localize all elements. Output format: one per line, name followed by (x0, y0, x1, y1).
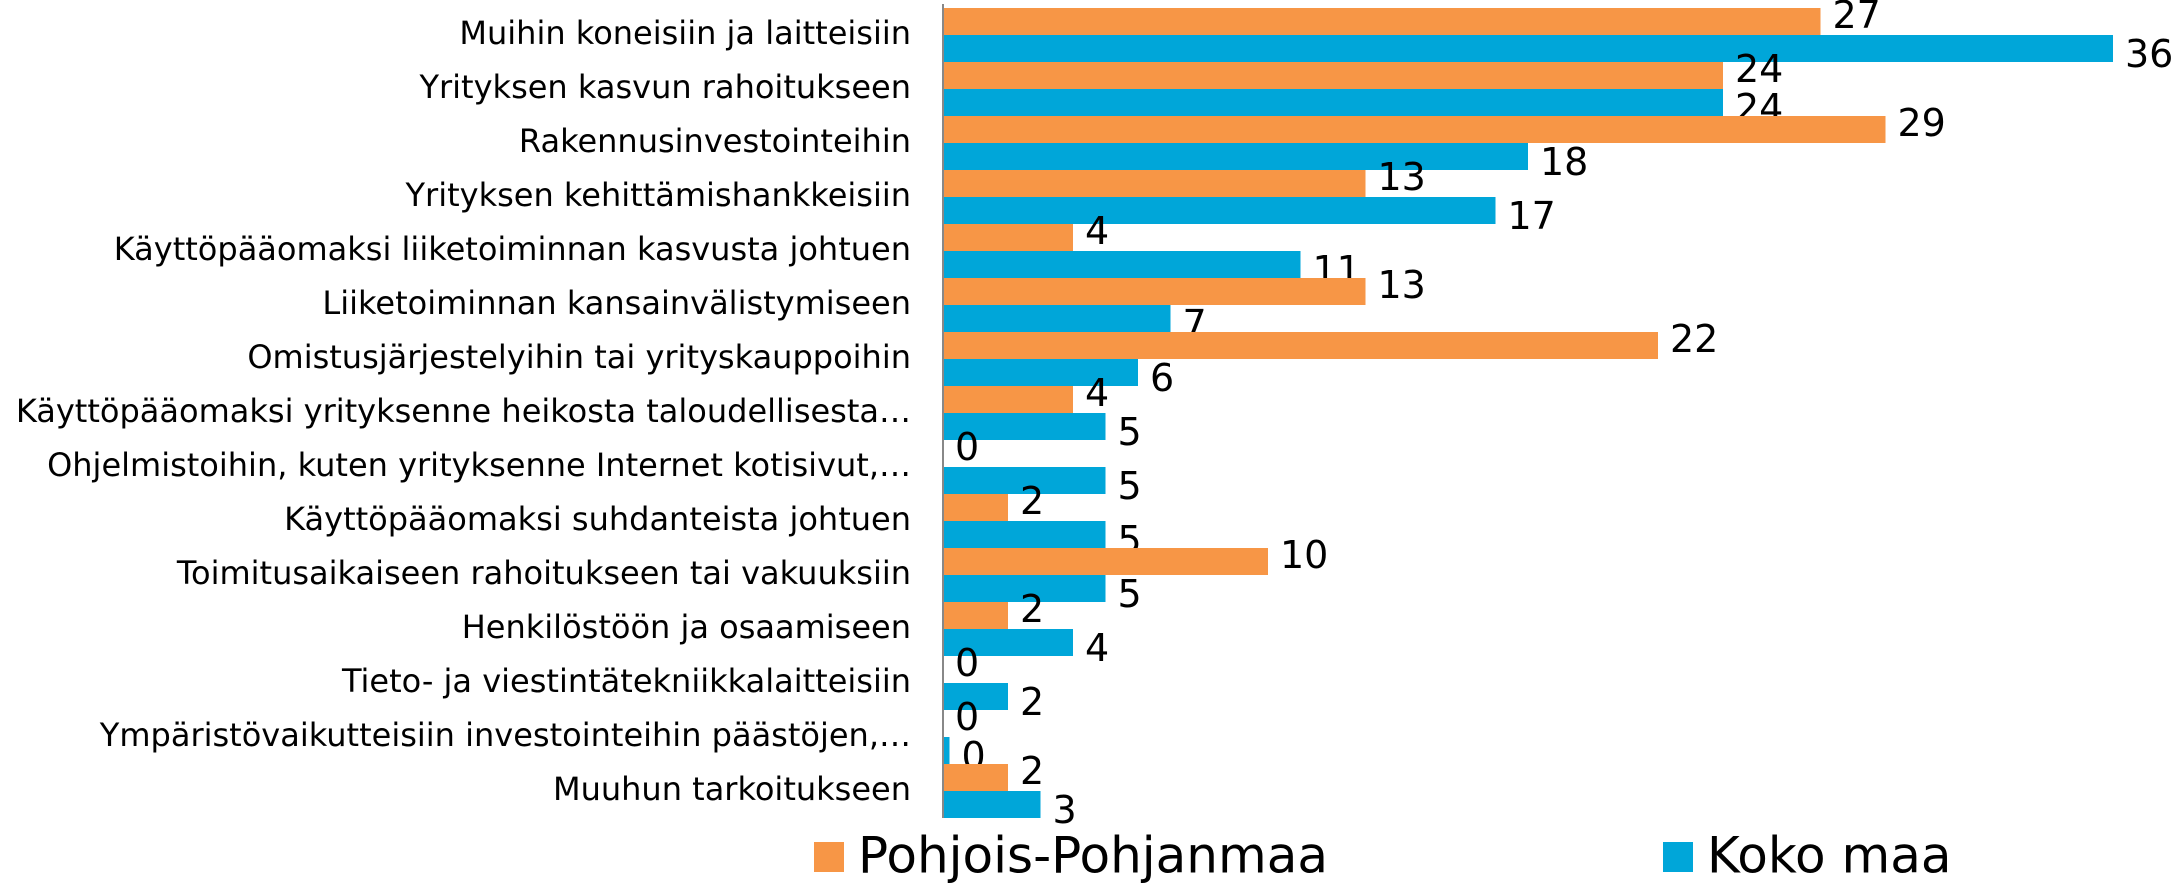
value-label: 36 (2125, 32, 2173, 76)
bar (943, 251, 1301, 278)
category-label: Toimitusaikaiseen rahoitukseen tai vakuu… (176, 554, 911, 592)
value-label: 29 (1898, 101, 1946, 145)
bar (943, 413, 1106, 440)
value-label: 17 (1508, 194, 1556, 238)
category-label: Rakennusinvestointeihin (519, 122, 911, 160)
bar (943, 494, 1008, 521)
value-label: 10 (1280, 533, 1328, 577)
value-label: 0 (955, 641, 979, 685)
value-label: 2 (1020, 680, 1044, 724)
value-label: 3 (1053, 788, 1077, 832)
bar (943, 575, 1106, 602)
bar (943, 521, 1106, 548)
value-label: 5 (1118, 464, 1142, 508)
value-label: 0 (955, 425, 979, 469)
value-label: 4 (1085, 209, 1109, 253)
bar (943, 791, 1041, 818)
bar (943, 8, 1821, 35)
legend-label: Pohjois-Pohjanmaa (858, 827, 1328, 884)
category-label: Ohjelmistoihin, kuten yrityksenne Intern… (47, 446, 911, 484)
bar (943, 467, 1106, 494)
bar (943, 170, 1366, 197)
value-label: 22 (1670, 317, 1718, 361)
bar (943, 305, 1171, 332)
bar (943, 116, 1886, 143)
value-label: 18 (1540, 140, 1588, 184)
value-label: 13 (1378, 263, 1426, 307)
category-label: Käyttöpääomaksi liiketoiminnan kasvusta … (114, 230, 911, 268)
category-label: Henkilöstöön ja osaamiseen (462, 608, 911, 646)
value-label: 27 (1833, 0, 1881, 37)
category-label: Yrityksen kehittämishankkeisiin (404, 176, 911, 214)
bar (943, 224, 1073, 251)
bar (943, 737, 950, 764)
value-label: 6 (1150, 356, 1174, 400)
value-label: 4 (1085, 371, 1109, 415)
category-label: Liiketoiminnan kansainvälistymiseen (322, 284, 911, 322)
value-label: 5 (1118, 410, 1142, 454)
legend-label: Koko maa (1707, 827, 1952, 884)
category-label: Tieto- ja viestintätekniikkalaitteisiin (341, 662, 911, 700)
value-label: 2 (1020, 587, 1044, 631)
category-label: Ympäristövaikutteisiin investointeihin p… (99, 716, 911, 754)
bar (943, 548, 1268, 575)
bar (943, 359, 1138, 386)
category-label: Käyttöpääomaksi suhdanteista johtuen (284, 500, 911, 538)
bar (943, 332, 1658, 359)
bar (943, 278, 1366, 305)
value-label: 2 (1020, 479, 1044, 523)
bar (943, 62, 1723, 89)
bar (943, 89, 1723, 116)
value-label: 24 (1735, 47, 1783, 91)
value-label: 4 (1085, 626, 1109, 670)
bar (943, 386, 1073, 413)
bar (943, 197, 1496, 224)
bar (943, 683, 1008, 710)
legend-swatch (1663, 842, 1693, 872)
value-label: 13 (1378, 155, 1426, 199)
bar (943, 35, 2113, 62)
bar (943, 764, 1008, 791)
bar (943, 143, 1528, 170)
category-label: Omistusjärjestelyihin tai yrityskauppoih… (247, 338, 911, 376)
category-label: Yrityksen kasvun rahoitukseen (418, 68, 911, 106)
category-label: Käyttöpääomaksi yrityksenne heikosta tal… (16, 392, 911, 430)
bar (943, 602, 1008, 629)
value-label: 0 (955, 695, 979, 739)
legend-swatch (814, 842, 844, 872)
category-label: Muuhun tarkoitukseen (553, 770, 911, 808)
bar (943, 629, 1073, 656)
value-label: 2 (1020, 749, 1044, 793)
category-label: Muihin koneisiin ja laitteisiin (459, 14, 911, 52)
value-label: 5 (1118, 572, 1142, 616)
